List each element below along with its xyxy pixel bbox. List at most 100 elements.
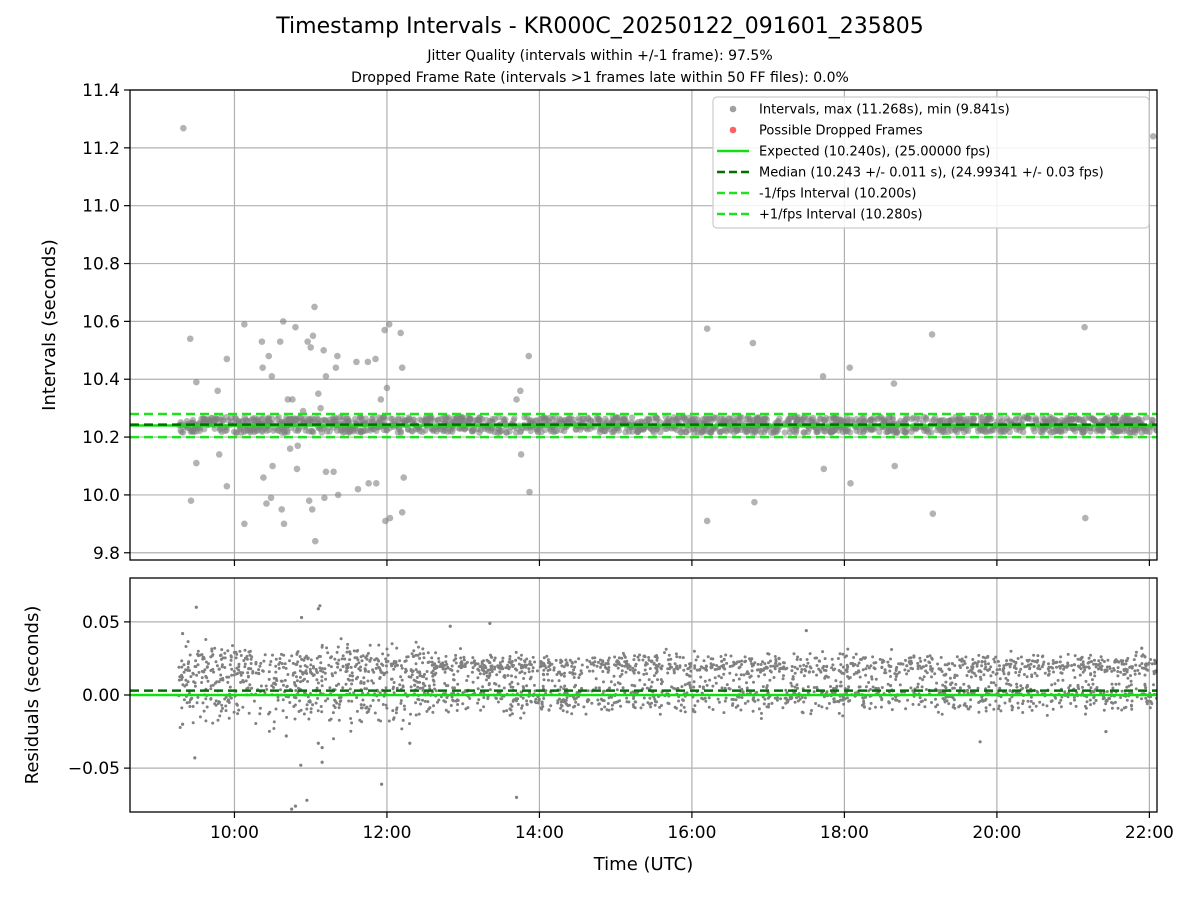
residual-point — [643, 683, 647, 687]
residual-point — [971, 658, 975, 661]
residual-point — [285, 715, 289, 719]
residual-point — [504, 666, 508, 670]
residual-point — [670, 665, 674, 669]
residual-point — [1092, 662, 1096, 666]
residual-point — [941, 683, 945, 687]
residual-point — [802, 674, 806, 678]
residual-point — [224, 704, 228, 708]
residual-point — [344, 663, 348, 667]
residual-point — [983, 656, 987, 660]
residual-point — [247, 711, 251, 715]
residual-point — [329, 665, 333, 669]
residual-point — [215, 680, 219, 684]
interval-outlier-point — [517, 387, 524, 395]
residual-point — [667, 653, 671, 657]
residual-point — [484, 671, 488, 675]
residual-point — [466, 674, 470, 678]
residual-point — [1097, 659, 1101, 663]
residual-point — [887, 664, 891, 667]
residual-point — [633, 654, 637, 658]
residual-point — [759, 670, 762, 674]
interval-outlier-point — [397, 329, 404, 337]
residual-point — [349, 717, 353, 720]
residual-point — [364, 663, 368, 667]
residual-point — [392, 681, 396, 684]
residual-point — [200, 676, 204, 680]
residual-point — [951, 696, 955, 700]
interval-point — [244, 418, 252, 425]
residual-point — [471, 666, 475, 670]
interval-point — [747, 426, 754, 434]
residual-point — [182, 670, 186, 674]
interval-point — [1082, 415, 1089, 422]
legend-entry-label: Possible Dropped Frames — [759, 124, 923, 139]
interval-point — [1032, 415, 1040, 422]
interval-point — [930, 416, 937, 423]
residual-point — [399, 701, 403, 705]
residual-point — [632, 671, 636, 675]
residual-point — [238, 649, 242, 653]
residual-point — [887, 700, 891, 704]
residual-point — [623, 664, 627, 668]
residual-point — [590, 701, 594, 705]
residual-point — [606, 702, 610, 705]
residual-point — [533, 660, 537, 664]
residual-point — [986, 668, 990, 672]
residual-point — [835, 684, 839, 688]
residual-point — [1090, 660, 1094, 663]
residual-point — [277, 666, 281, 670]
residual-point — [867, 666, 871, 670]
residual-point — [285, 685, 289, 689]
residual-point — [980, 660, 984, 663]
residual-point — [839, 680, 843, 684]
residual-point — [994, 683, 998, 687]
residual-point — [1035, 660, 1039, 664]
residual-point — [992, 657, 996, 661]
residual-point — [279, 679, 283, 683]
interval-point — [628, 419, 635, 426]
interval-point — [874, 415, 881, 423]
residual-point — [365, 711, 369, 714]
residual-point — [890, 708, 894, 712]
residual-point — [219, 673, 223, 677]
residual-point — [422, 656, 426, 660]
residual-point — [444, 700, 447, 704]
residual-point — [509, 708, 513, 712]
interval-point — [738, 414, 745, 421]
residual-point — [724, 696, 728, 700]
residual-point — [868, 707, 872, 711]
residual-point — [802, 663, 806, 667]
residual-point — [686, 682, 690, 686]
residual-point — [398, 659, 402, 663]
residual-point — [293, 717, 297, 721]
residual-point — [761, 685, 765, 689]
residual-point — [492, 658, 496, 662]
residual-point — [573, 672, 577, 676]
residual-point — [421, 698, 424, 702]
residual-point — [688, 662, 691, 666]
residual-point — [424, 677, 428, 681]
residual-point — [1041, 663, 1045, 666]
residual-point — [438, 665, 442, 668]
interval-outlier-point — [241, 320, 248, 328]
interval-outlier-point — [311, 303, 318, 311]
residual-outlier-point — [320, 746, 324, 750]
residual-point — [1119, 670, 1123, 674]
residual-point — [182, 663, 186, 667]
residual-point — [385, 706, 389, 710]
residual-point — [508, 655, 512, 658]
residual-point — [767, 652, 771, 656]
residual-point — [1114, 682, 1118, 686]
residual-point — [599, 662, 603, 666]
residual-point — [456, 669, 460, 673]
interval-point — [867, 416, 874, 424]
residual-point — [257, 668, 261, 672]
residual-point — [630, 683, 634, 687]
residual-point — [476, 676, 480, 680]
residual-outlier-point — [290, 807, 294, 811]
residual-point — [977, 710, 981, 714]
x-tick-label: 22:00 — [1125, 823, 1174, 843]
residual-point — [597, 686, 601, 690]
residual-point — [572, 676, 576, 679]
y-tick-label: −0.05 — [68, 759, 120, 779]
